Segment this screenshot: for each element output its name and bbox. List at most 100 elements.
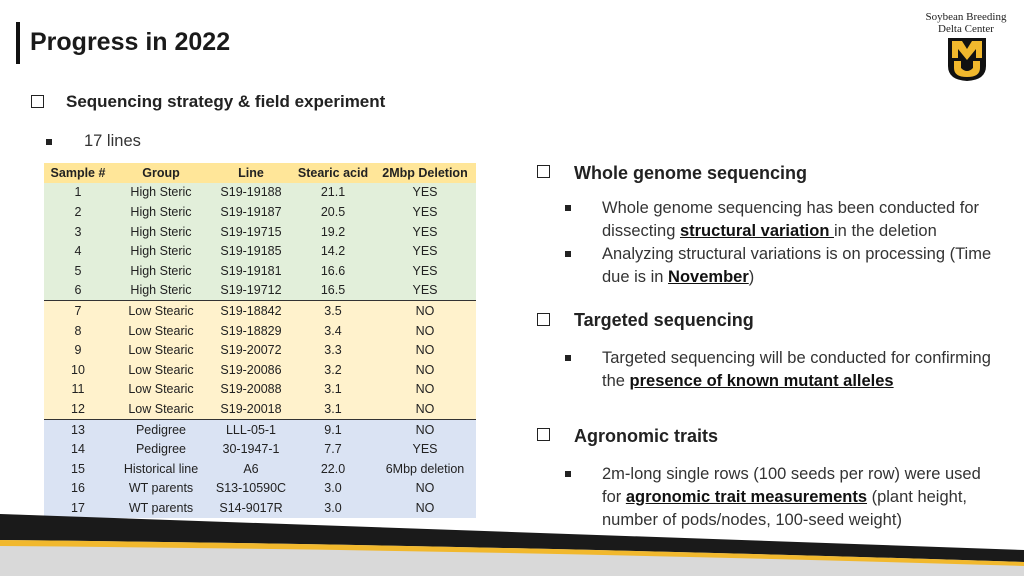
table-cell: NO xyxy=(415,401,435,416)
header-cell: Sample # xyxy=(50,165,106,180)
table-cell: 13 xyxy=(71,422,85,437)
bullet-text: Whole genome sequencing has been conduct… xyxy=(602,199,980,240)
bullet-text: 17 lines xyxy=(84,132,141,150)
table-cell: YES xyxy=(412,263,438,278)
table-row: 12 Low Stearic S19-20018 3.1 NO xyxy=(44,399,476,420)
table-row: 1 High Steric S19-19188 21.1 YES xyxy=(44,182,476,203)
table-cell: 7.7 xyxy=(324,442,342,457)
table-cell: NO xyxy=(415,481,435,496)
bullet-icon xyxy=(565,355,571,361)
table-cell: S19-20088 xyxy=(220,382,282,397)
table-cell: Low Stearic xyxy=(128,303,194,318)
table-cell: High Steric xyxy=(130,185,192,200)
table-row: 7 Low Stearic S19-18842 3.5 NO xyxy=(44,300,476,321)
table-cell: 2 xyxy=(74,204,82,219)
table-cell: S19-18829 xyxy=(220,323,282,338)
bullet-text: Analyzing structural variations is on pr… xyxy=(602,245,992,286)
header-cell: Group xyxy=(142,165,180,180)
table-row: 10 Low Stearic S19-20086 3.2 NO xyxy=(44,359,476,380)
table-cell: NO xyxy=(415,382,435,397)
table-cell: 14 xyxy=(71,442,85,457)
table-cell: WT parents xyxy=(128,500,194,515)
table-cell: 1 xyxy=(74,185,82,200)
section-heading: Agronomic traits xyxy=(574,426,719,446)
org-name: Soybean Breeding xyxy=(925,11,1007,23)
table-cell: 8 xyxy=(74,323,82,338)
table-row: 3 High Steric S19-19715 19.2 YES xyxy=(44,221,476,242)
table-cell: YES xyxy=(412,204,438,219)
table-cell: S19-19715 xyxy=(220,224,282,239)
checkbox-icon xyxy=(31,95,44,108)
table-cell: S19-20018 xyxy=(220,401,282,416)
table-cell: Pedigree xyxy=(135,442,187,457)
table-cell: S19-19188 xyxy=(220,185,282,200)
table-cell: S19-19712 xyxy=(220,283,282,298)
table-cell: NO xyxy=(415,422,435,437)
table-cell: Low Stearic xyxy=(128,401,194,416)
table-cell: High Steric xyxy=(130,224,192,239)
table-cell: YES xyxy=(412,442,438,457)
header-cell: Line xyxy=(238,165,264,180)
table-cell: 5 xyxy=(74,263,82,278)
table-row: 16 WT parents S13-10590C 3.0 NO xyxy=(44,478,476,499)
table-cell: NO xyxy=(415,323,435,338)
table-cell: 22.0 xyxy=(320,461,346,476)
table-cell: LLL-05-1 xyxy=(225,422,277,437)
table-cell: 12 xyxy=(71,401,85,416)
table-cell: Pedigree xyxy=(135,422,187,437)
table-row: 5 High Steric S19-19181 16.6 YES xyxy=(44,260,476,281)
checkbox-icon xyxy=(537,428,550,441)
table-cell: S19-19187 xyxy=(220,204,282,219)
table-cell: 7 xyxy=(74,303,82,318)
table-cell: Low Stearic xyxy=(128,382,194,397)
table-cell: 3.2 xyxy=(324,362,342,377)
table-cell: NO xyxy=(415,500,435,515)
table-cell: S13-10590C xyxy=(215,481,287,496)
table-row: 6 High Steric S19-19712 16.5 YES xyxy=(44,280,476,301)
table-cell: High Steric xyxy=(130,263,192,278)
bullet-icon xyxy=(565,251,571,257)
table-cell: S14-9017R xyxy=(219,500,283,515)
header-cell: Stearic acid xyxy=(297,165,369,180)
section-heading: Sequencing strategy & field experiment xyxy=(66,92,386,111)
table-cell: S19-19181 xyxy=(220,263,282,278)
bullet-icon xyxy=(565,471,571,477)
table-cell: NO xyxy=(415,362,435,377)
table-cell: High Steric xyxy=(130,204,192,219)
logo xyxy=(948,38,986,81)
table-cell: 3.3 xyxy=(324,343,342,358)
table-cell: 16 xyxy=(71,481,85,496)
table-cell: High Steric xyxy=(130,244,192,259)
title-bar xyxy=(16,22,20,64)
header-cell: 2Mbp Deletion xyxy=(382,165,468,180)
table-cell: S19-18842 xyxy=(220,303,282,318)
table-cell: YES xyxy=(412,244,438,259)
table-row: 11 Low Stearic S19-20088 3.1 NO xyxy=(44,379,476,400)
table-cell: 30-1947-1 xyxy=(222,442,280,457)
table-cell: 19.2 xyxy=(320,224,346,239)
table-cell: YES xyxy=(412,224,438,239)
table-cell: S19-20086 xyxy=(220,362,282,377)
data-table: Sample # Group Line Stearic acid 2Mbp Deleti… xyxy=(44,163,476,518)
table-cell: 3.5 xyxy=(324,303,342,318)
table-cell: 3.0 xyxy=(324,500,342,515)
table-cell: NO xyxy=(415,343,435,358)
table-row: 8 Low Stearic S19-18829 3.4 NO xyxy=(44,320,476,341)
table-row: 13 Pedigree LLL-05-1 9.1 NO xyxy=(44,419,476,440)
table-cell: Low Stearic xyxy=(128,323,194,338)
table-cell: 20.5 xyxy=(320,204,346,219)
table-cell: 6 xyxy=(74,283,82,298)
table-row: 15 Historical line A6 22.0 6Mbp deletion xyxy=(44,458,476,479)
table-cell: YES xyxy=(412,283,438,298)
table-cell: 11 xyxy=(71,382,85,397)
bullet-icon xyxy=(46,139,52,145)
table-cell: 6Mbp deletion xyxy=(385,461,465,476)
table-cell: 3.1 xyxy=(324,401,342,416)
table-cell: Historical line xyxy=(123,461,199,476)
bullet-text: 2m-long single rows (100 seeds per row) … xyxy=(602,465,981,529)
checkbox-icon xyxy=(537,313,550,326)
section-heading: Targeted sequencing xyxy=(574,310,754,330)
table-cell: 21.1 xyxy=(320,185,346,200)
table-cell: 16.5 xyxy=(320,283,346,298)
